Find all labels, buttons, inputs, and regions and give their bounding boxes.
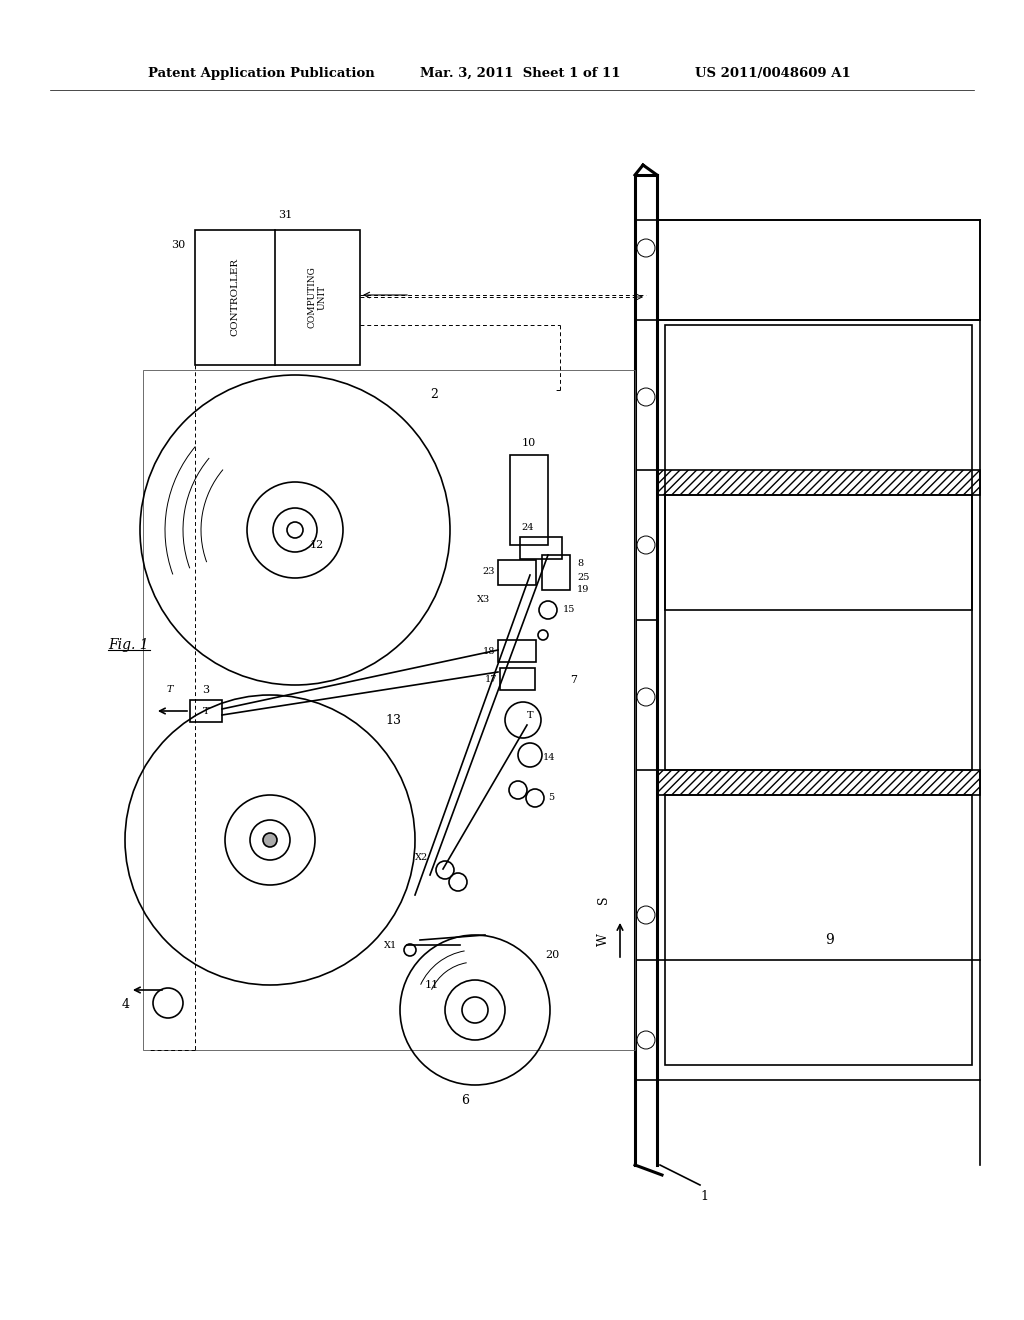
- Text: 15: 15: [563, 606, 575, 615]
- Text: 6: 6: [461, 1093, 469, 1106]
- Bar: [500, 668, 535, 690]
- Text: 2: 2: [430, 388, 438, 401]
- Text: W: W: [597, 933, 609, 946]
- Text: 24: 24: [522, 523, 535, 532]
- Text: 23: 23: [482, 568, 495, 577]
- Text: 25: 25: [577, 573, 590, 582]
- Text: T: T: [526, 710, 534, 719]
- Bar: [498, 640, 536, 663]
- Text: 5: 5: [548, 792, 554, 801]
- Text: 10: 10: [522, 438, 537, 447]
- Text: 31: 31: [278, 210, 292, 220]
- Text: 4: 4: [122, 998, 130, 1011]
- Text: Patent Application Publication: Patent Application Publication: [148, 66, 375, 79]
- Text: 19: 19: [577, 586, 590, 594]
- Text: Mar. 3, 2011  Sheet 1 of 11: Mar. 3, 2011 Sheet 1 of 11: [420, 66, 621, 79]
- Text: 14: 14: [543, 754, 555, 763]
- Text: COMPUTING
UNIT: COMPUTING UNIT: [307, 267, 327, 327]
- Bar: [195, 230, 360, 366]
- Bar: [657, 220, 980, 319]
- Bar: [657, 770, 980, 795]
- Bar: [657, 470, 980, 495]
- Bar: [665, 495, 972, 770]
- Text: 30: 30: [171, 240, 185, 249]
- Text: CONTROLLER: CONTROLLER: [230, 257, 240, 337]
- Bar: [665, 795, 972, 1065]
- Text: 1: 1: [700, 1189, 708, 1203]
- Text: X3: X3: [477, 595, 490, 605]
- Text: Fig. 1: Fig. 1: [108, 638, 148, 652]
- Bar: [665, 325, 972, 610]
- Text: 8: 8: [577, 558, 583, 568]
- Bar: [143, 370, 635, 1049]
- Text: 11: 11: [425, 979, 439, 990]
- Bar: [510, 455, 548, 545]
- Text: 18: 18: [482, 647, 495, 656]
- Text: X2: X2: [415, 854, 428, 862]
- Text: X1: X1: [384, 940, 397, 949]
- Circle shape: [263, 833, 278, 847]
- Text: 3: 3: [203, 685, 210, 696]
- Text: 7: 7: [570, 675, 577, 685]
- Text: 13: 13: [385, 714, 401, 726]
- Text: 9: 9: [825, 933, 835, 946]
- Text: S: S: [597, 896, 609, 904]
- Text: 17: 17: [484, 675, 497, 684]
- Text: 20: 20: [545, 950, 559, 960]
- Text: T: T: [203, 706, 209, 715]
- Text: T: T: [167, 685, 173, 694]
- Text: 12: 12: [310, 540, 325, 550]
- Text: US 2011/0048609 A1: US 2011/0048609 A1: [695, 66, 851, 79]
- Bar: [542, 554, 570, 590]
- Bar: [520, 537, 562, 558]
- Bar: [498, 560, 536, 585]
- Bar: [190, 700, 222, 722]
